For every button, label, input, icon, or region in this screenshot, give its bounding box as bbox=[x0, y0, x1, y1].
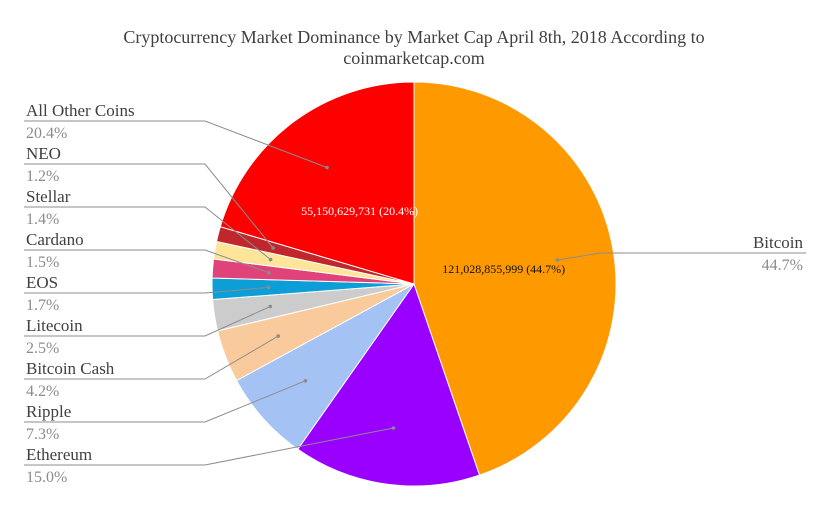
slice-percent-label-eos: 1.7% bbox=[26, 297, 59, 314]
pie-slices bbox=[211, 81, 617, 487]
leader-line-bitcoin-cash bbox=[24, 335, 279, 380]
slice-name-label-all-other-coins: All Other Coins bbox=[26, 101, 135, 120]
slice-name-label-ethereum: Ethereum bbox=[26, 445, 92, 464]
slice-labels: Bitcoin 44.7% 121,028,855,999 (44.7%) Ether… bbox=[26, 101, 803, 486]
data-label-bitcoin: 121,028,855,999 (44.7%) bbox=[442, 262, 565, 276]
leader-line-bitcoin bbox=[557, 252, 806, 261]
leader-dot-bitcoin bbox=[555, 258, 560, 262]
slice-name-label-bitcoin: Bitcoin bbox=[753, 233, 804, 252]
slice-percent-label-bitcoin: 44.7% bbox=[762, 257, 803, 274]
leader-line-cardano bbox=[24, 249, 270, 274]
chart-title-line-1: Cryptocurrency Market Dominance by Marke… bbox=[123, 27, 704, 47]
slice-name-label-litecoin: Litecoin bbox=[26, 316, 83, 335]
leader-dot-litecoin bbox=[268, 304, 273, 309]
slice-name-label-neo: NEO bbox=[26, 144, 61, 163]
slice-percent-label-ripple: 7.3% bbox=[26, 426, 59, 443]
leader-line-ethereum bbox=[24, 427, 394, 466]
slice-name-label-bitcoin-cash: Bitcoin Cash bbox=[26, 359, 115, 378]
slice-percent-label-all-other-coins: 20.4% bbox=[26, 125, 67, 142]
leader-dot-cardano bbox=[267, 271, 271, 275]
leader-line-ripple bbox=[24, 380, 306, 423]
slice-percent-label-litecoin: 2.5% bbox=[26, 340, 59, 357]
leader-dot-ripple bbox=[303, 379, 308, 383]
slice-percent-label-cardano: 1.5% bbox=[26, 254, 59, 271]
pie-slice-ethereum bbox=[297, 282, 481, 487]
slice-percent-label-neo: 1.2% bbox=[26, 168, 59, 185]
leader-dot-all-other-coins bbox=[325, 165, 329, 170]
slice-name-label-ripple: Ripple bbox=[26, 402, 71, 421]
leader-dot-ethereum bbox=[391, 426, 396, 430]
slice-name-label-stellar: Stellar bbox=[26, 187, 71, 206]
chart-title-line-2: coinmarketcap.com bbox=[343, 48, 484, 68]
leader-dot-neo bbox=[271, 246, 275, 250]
leader-dot-bitcoin-cash bbox=[276, 334, 281, 338]
data-label-all-other-coins: 55,150,629,731 (20.4%) bbox=[301, 204, 418, 218]
leader-line-eos bbox=[24, 286, 269, 294]
leader-lines bbox=[24, 120, 806, 466]
leader-dot-stellar bbox=[268, 257, 273, 262]
leader-line-litecoin bbox=[24, 306, 271, 337]
slice-name-label-eos: EOS bbox=[26, 273, 58, 292]
pie-slice-bitcoin bbox=[413, 81, 617, 476]
slice-name-label-cardano: Cardano bbox=[26, 230, 84, 249]
slice-percent-label-bitcoin-cash: 4.2% bbox=[26, 383, 59, 400]
pie-slice-all-other-coins bbox=[219, 81, 415, 285]
leader-line-stellar bbox=[24, 206, 271, 260]
slice-percent-label-stellar: 1.4% bbox=[26, 211, 59, 228]
leader-line-neo bbox=[24, 163, 274, 249]
leader-line-all-other-coins bbox=[24, 120, 328, 168]
leader-dot-eos bbox=[266, 285, 271, 290]
slice-percent-label-ethereum: 15.0% bbox=[26, 469, 67, 486]
